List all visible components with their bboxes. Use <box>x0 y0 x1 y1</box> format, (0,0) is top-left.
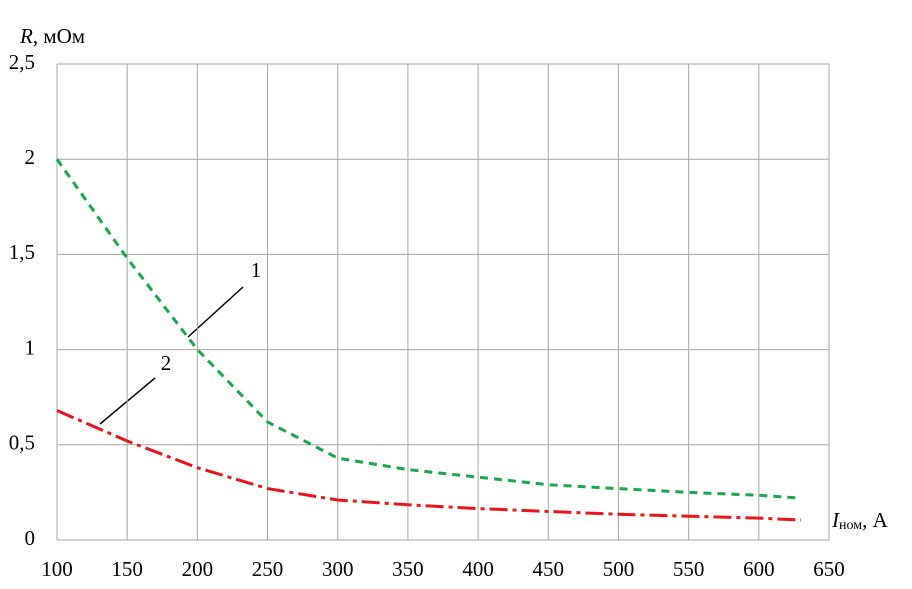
series-line <box>55 158 802 500</box>
x-tick-label: 350 <box>392 557 424 581</box>
y-axis-label: R, мОм <box>19 24 85 48</box>
x-tick-label: 250 <box>252 557 284 581</box>
leader-line <box>187 286 244 338</box>
x-tick-label: 400 <box>462 557 494 581</box>
series-label: 2 <box>161 351 172 375</box>
y-label-symbol: R <box>19 24 33 48</box>
x-tick-label: 200 <box>182 557 214 581</box>
y-tick-label: 1 <box>25 335 36 359</box>
y-tick-label: 0 <box>25 526 36 550</box>
x-axis-label: Iном, A <box>831 508 889 533</box>
y-label-unit: , мОм <box>33 24 85 48</box>
y-tick-label: 1,5 <box>9 240 35 264</box>
x-label-symbol: I <box>831 508 840 532</box>
x-tick-label: 100 <box>41 557 73 581</box>
series-label: 1 <box>251 258 262 282</box>
x-label-subscript: ном <box>839 518 862 533</box>
x-tick-label: 600 <box>743 557 775 581</box>
x-tick-label: 650 <box>813 557 845 581</box>
x-tick-label: 500 <box>603 557 635 581</box>
x-tick-label: 450 <box>533 557 565 581</box>
x-tick-label: 550 <box>673 557 705 581</box>
x-label-unit: , A <box>862 508 889 532</box>
series-line <box>56 409 801 522</box>
y-tick-label: 2,5 <box>9 50 35 74</box>
y-tick-label: 2 <box>25 145 36 169</box>
x-tick-label: 150 <box>111 557 143 581</box>
x-tick-label: 300 <box>322 557 354 581</box>
y-tick-label: 0,5 <box>9 431 35 455</box>
